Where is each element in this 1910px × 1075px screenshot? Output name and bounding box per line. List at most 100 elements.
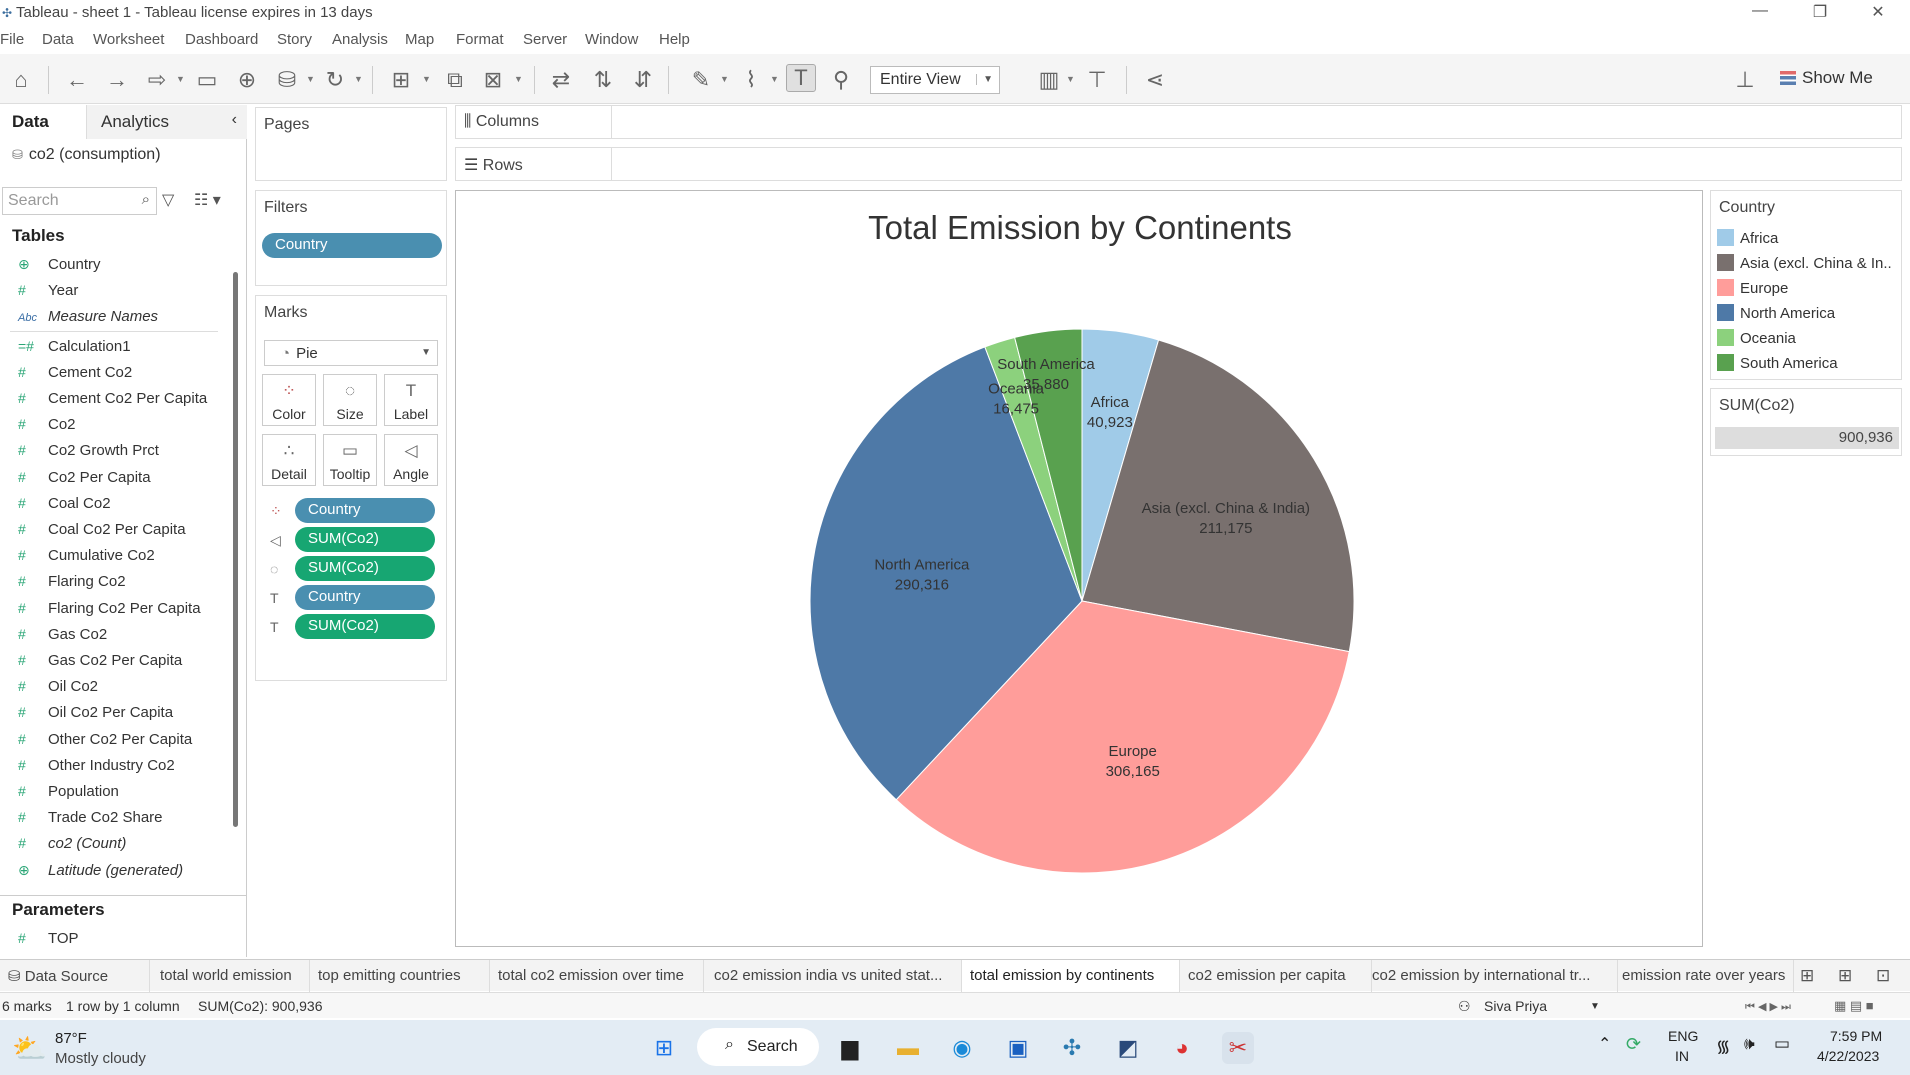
new-story-icon[interactable]: ⊡ bbox=[1876, 966, 1891, 985]
new-datasource-icon[interactable]: ⊕ bbox=[237, 67, 257, 92]
sheet-nav-icons[interactable]: ⏮ ◀ ▶ ⏭ bbox=[1745, 1001, 1791, 1013]
field-item[interactable]: # Oil Co2 bbox=[18, 678, 98, 695]
volume-icon[interactable]: 🕪 bbox=[1744, 1034, 1755, 1053]
label-button[interactable]: T Label bbox=[384, 374, 438, 426]
mark-pill-country-label[interactable]: Country bbox=[295, 585, 435, 610]
field-item[interactable]: # Gas Co2 Per Capita bbox=[18, 652, 182, 669]
columns-shelf[interactable]: ⫼ Columns bbox=[455, 105, 1902, 139]
legend-item[interactable]: Europe bbox=[1717, 279, 1788, 297]
tab-sheet[interactable]: total world emission bbox=[152, 960, 310, 992]
rows-shelf[interactable]: ☰ Rows bbox=[455, 147, 1902, 181]
field-item[interactable]: # Cement Co2 bbox=[18, 364, 132, 381]
field-item[interactable]: # Gas Co2 bbox=[18, 626, 107, 643]
legend-item[interactable]: North America bbox=[1717, 304, 1835, 322]
clear-sheet-icon[interactable]: ⊠ bbox=[483, 67, 503, 92]
taskbar-search[interactable]: ⌕ Search bbox=[697, 1028, 819, 1066]
field-item[interactable]: # Co2 bbox=[18, 416, 76, 433]
detail-button[interactable]: ∴ Detail bbox=[262, 434, 316, 486]
menu-file[interactable]: File bbox=[0, 31, 25, 48]
new-dashboard-icon[interactable]: ⊞ bbox=[1838, 966, 1853, 985]
prep-app-icon[interactable]: ◩ bbox=[1117, 1035, 1139, 1060]
filter-pill-country[interactable]: Country bbox=[262, 233, 442, 258]
menu-map[interactable]: Map bbox=[405, 31, 435, 48]
menu-server[interactable]: Server bbox=[523, 31, 568, 48]
menu-format[interactable]: Format bbox=[456, 31, 504, 48]
pie-slice[interactable] bbox=[1014, 328, 1083, 602]
field-item[interactable]: # Other Co2 Per Capita bbox=[18, 731, 192, 748]
search-input[interactable]: Search ⌕ bbox=[2, 187, 157, 215]
new-worksheet-icon[interactable]: ⊞ bbox=[391, 67, 411, 92]
home-icon[interactable]: ⌂ bbox=[14, 67, 28, 92]
legend-item[interactable]: Asia (excl. China & In.. bbox=[1717, 254, 1892, 272]
refresh-icon[interactable]: ↻ bbox=[325, 67, 345, 92]
pie-slice[interactable] bbox=[895, 600, 1350, 874]
mark-pill-sum-co2-angle[interactable]: SUM(Co2) bbox=[295, 527, 435, 552]
tab-sheet[interactable]: co2 emission per capita bbox=[1180, 960, 1372, 992]
angle-button[interactable]: ◁ Angle bbox=[384, 434, 438, 486]
close-icon[interactable]: ✕ bbox=[1871, 4, 1885, 21]
parameter-item[interactable]: # TOP bbox=[18, 930, 79, 947]
menu-analysis[interactable]: Analysis bbox=[332, 31, 388, 48]
legend-item[interactable]: Africa bbox=[1717, 229, 1778, 247]
save-icon[interactable]: ▭ bbox=[196, 67, 218, 92]
task-view-icon[interactable]: ▆ bbox=[841, 1035, 859, 1060]
swap-icon[interactable]: ⇄ bbox=[551, 67, 571, 92]
language-code[interactable]: ENG bbox=[1668, 1028, 1699, 1044]
field-item[interactable]: Abc Measure Names bbox=[18, 308, 158, 325]
weather-icon[interactable]: ⛅ bbox=[12, 1033, 47, 1064]
tab-sheet[interactable]: co2 emission india vs united stat... bbox=[706, 960, 962, 992]
store-icon[interactable]: ▣ bbox=[1007, 1035, 1029, 1060]
menu-worksheet[interactable]: Worksheet bbox=[93, 31, 165, 48]
menu-data[interactable]: Data bbox=[42, 31, 74, 48]
pause-updates-icon[interactable]: ⛁ bbox=[277, 67, 297, 92]
field-item[interactable]: =# Calculation1 bbox=[18, 338, 131, 355]
tab-sheet-active[interactable]: total emission by continents bbox=[962, 960, 1180, 992]
field-item[interactable]: # Trade Co2 Share bbox=[18, 809, 163, 826]
language-region[interactable]: IN bbox=[1675, 1048, 1689, 1064]
tableau-app-icon[interactable]: ✣ bbox=[1062, 1035, 1082, 1060]
chevron-up-icon[interactable]: ⌃ bbox=[1598, 1036, 1612, 1053]
undo-icon[interactable]: ← bbox=[66, 67, 88, 92]
field-item[interactable]: # Coal Co2 Per Capita bbox=[18, 521, 186, 538]
grid-view-icon[interactable]: ▦ ▤ ■ bbox=[1834, 998, 1874, 1013]
clock-time[interactable]: 7:59 PM bbox=[1830, 1028, 1883, 1044]
duplicate-sheet-icon[interactable]: ⧉ bbox=[447, 67, 463, 92]
fit-dropdown[interactable]: Entire View ▼ bbox=[870, 66, 1000, 94]
menu-help[interactable]: Help bbox=[659, 31, 690, 48]
edge-icon[interactable]: ◉ bbox=[952, 1035, 972, 1060]
share-icon[interactable]: ⋖ bbox=[1145, 67, 1165, 92]
field-item[interactable]: # co2 (Count) bbox=[18, 835, 126, 852]
field-item[interactable]: # Other Industry Co2 bbox=[18, 757, 175, 774]
tab-data-source[interactable]: ⛁ Data Source bbox=[0, 960, 150, 992]
group-icon[interactable]: ⌇ bbox=[745, 67, 757, 92]
restore-icon[interactable]: ❐ bbox=[1812, 4, 1828, 21]
mark-type-dropdown[interactable]: ◔ Pie ▼ bbox=[264, 340, 438, 366]
field-item[interactable]: # Year bbox=[18, 282, 78, 299]
pages-shelf[interactable]: Pages bbox=[255, 107, 447, 181]
legend-item[interactable]: Oceania bbox=[1717, 329, 1796, 347]
filter-icon[interactable]: ▽ bbox=[162, 192, 175, 209]
show-labels-icon[interactable]: T bbox=[786, 64, 816, 92]
pie-slice[interactable] bbox=[809, 346, 1083, 801]
clock-date[interactable]: 4/22/2023 bbox=[1817, 1048, 1880, 1064]
format-painter-icon[interactable]: ⊥ bbox=[1735, 67, 1755, 92]
field-item[interactable]: # Flaring Co2 Per Capita bbox=[18, 600, 201, 617]
pie-chart[interactable]: Africa 40,923 Asia (excl. China & India) 21… bbox=[456, 191, 1704, 948]
menu-story[interactable]: Story bbox=[277, 31, 313, 48]
viz-view[interactable]: Total Emission by Continents Africa 40,92… bbox=[455, 190, 1703, 947]
tab-sheet[interactable]: co2 emission by international tr... bbox=[1364, 960, 1618, 992]
field-item[interactable]: # Oil Co2 Per Capita bbox=[18, 704, 173, 721]
user-name[interactable]: Siva Priya bbox=[1484, 998, 1548, 1014]
mark-pill-country-color[interactable]: Country bbox=[295, 498, 435, 523]
field-item[interactable]: # Flaring Co2 bbox=[18, 573, 126, 590]
tooltip-button[interactable]: ▭ Tooltip bbox=[323, 434, 377, 486]
field-item[interactable]: ⊕ Country bbox=[18, 256, 101, 273]
color-button[interactable]: ⁘ Color bbox=[262, 374, 316, 426]
field-item[interactable]: # Cement Co2 Per Capita bbox=[18, 390, 207, 407]
pie-slice[interactable] bbox=[1081, 339, 1355, 653]
presentation-icon[interactable]: ⊤ bbox=[1087, 67, 1107, 92]
size-button[interactable]: ◌ Size bbox=[323, 374, 377, 426]
battery-icon[interactable]: ▭ bbox=[1774, 1034, 1791, 1053]
file-explorer-icon[interactable]: ▬ bbox=[897, 1035, 919, 1060]
field-item[interactable]: ⊕ Latitude (generated) bbox=[18, 862, 183, 879]
